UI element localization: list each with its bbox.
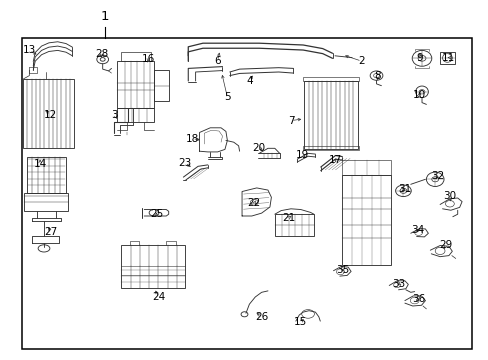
Text: 8: 8 [374, 71, 381, 81]
Text: 21: 21 [282, 213, 295, 223]
Text: 9: 9 [415, 53, 422, 63]
Text: 20: 20 [252, 143, 265, 153]
Text: 36: 36 [411, 294, 425, 304]
Text: 10: 10 [412, 90, 425, 100]
Text: 2: 2 [358, 56, 365, 66]
Text: 19: 19 [295, 150, 308, 160]
Text: 11: 11 [441, 53, 455, 63]
Bar [23, 79, 74, 148]
Text: 22: 22 [247, 198, 261, 208]
Text: 5: 5 [224, 92, 230, 102]
Text: 17: 17 [327, 155, 341, 165]
Bar [342, 175, 390, 265]
Text: 28: 28 [95, 49, 108, 59]
Bar [154, 70, 168, 101]
Text: 25: 25 [149, 209, 163, 219]
Text: 1: 1 [101, 10, 109, 23]
Text: 14: 14 [33, 159, 47, 169]
Bar [121, 52, 150, 61]
Bar [439, 52, 454, 64]
Text: 26: 26 [254, 312, 268, 322]
Text: 29: 29 [438, 240, 452, 250]
Text: 18: 18 [185, 134, 199, 144]
Bar [117, 108, 154, 122]
Bar [274, 214, 313, 236]
Text: 7: 7 [287, 116, 294, 126]
Bar [27, 157, 66, 193]
Bar [303, 77, 359, 81]
Text: 31: 31 [397, 184, 411, 194]
Text: 27: 27 [44, 227, 58, 237]
Bar [22, 38, 471, 349]
Text: 32: 32 [430, 171, 444, 181]
Bar [117, 61, 154, 108]
Text: 12: 12 [43, 110, 57, 120]
Text: 15: 15 [293, 317, 307, 327]
Bar [303, 146, 359, 150]
Text: 4: 4 [245, 76, 252, 86]
Bar [24, 193, 68, 211]
Bar [342, 160, 390, 175]
Text: 30: 30 [443, 191, 455, 201]
Text: 23: 23 [178, 158, 191, 168]
Text: 33: 33 [391, 279, 405, 289]
Bar [121, 245, 184, 288]
Text: 13: 13 [22, 45, 36, 55]
Text: 34: 34 [410, 225, 424, 235]
Text: 24: 24 [152, 292, 165, 302]
Text: 3: 3 [111, 110, 118, 120]
Bar [304, 81, 357, 149]
Text: 6: 6 [214, 56, 221, 66]
Text: 16: 16 [141, 54, 155, 64]
Text: 35: 35 [335, 265, 348, 275]
